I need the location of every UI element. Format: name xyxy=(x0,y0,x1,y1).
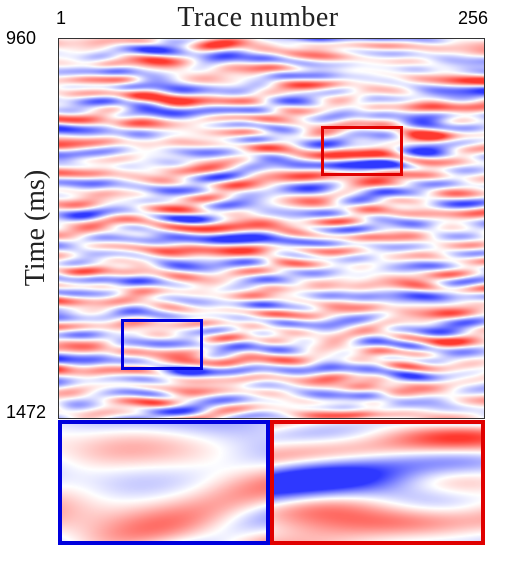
red-zoom-image xyxy=(274,424,481,541)
red-box-zoom xyxy=(270,420,485,545)
x-tick-start: 1 xyxy=(56,8,67,28)
y-tick-end: 1472 xyxy=(6,402,47,422)
x-tick-end: 256 xyxy=(458,8,489,28)
blue-roi-box xyxy=(121,319,203,370)
blue-zoom-image xyxy=(62,424,266,541)
red-roi-box xyxy=(321,126,403,176)
y-axis-title: Time (ms) xyxy=(20,169,51,287)
blue-box-zoom xyxy=(58,420,270,545)
seismic-image xyxy=(59,39,484,418)
seismic-section xyxy=(58,38,485,419)
y-tick-start: 960 xyxy=(6,28,37,48)
x-axis-title: Trace number xyxy=(177,2,339,33)
